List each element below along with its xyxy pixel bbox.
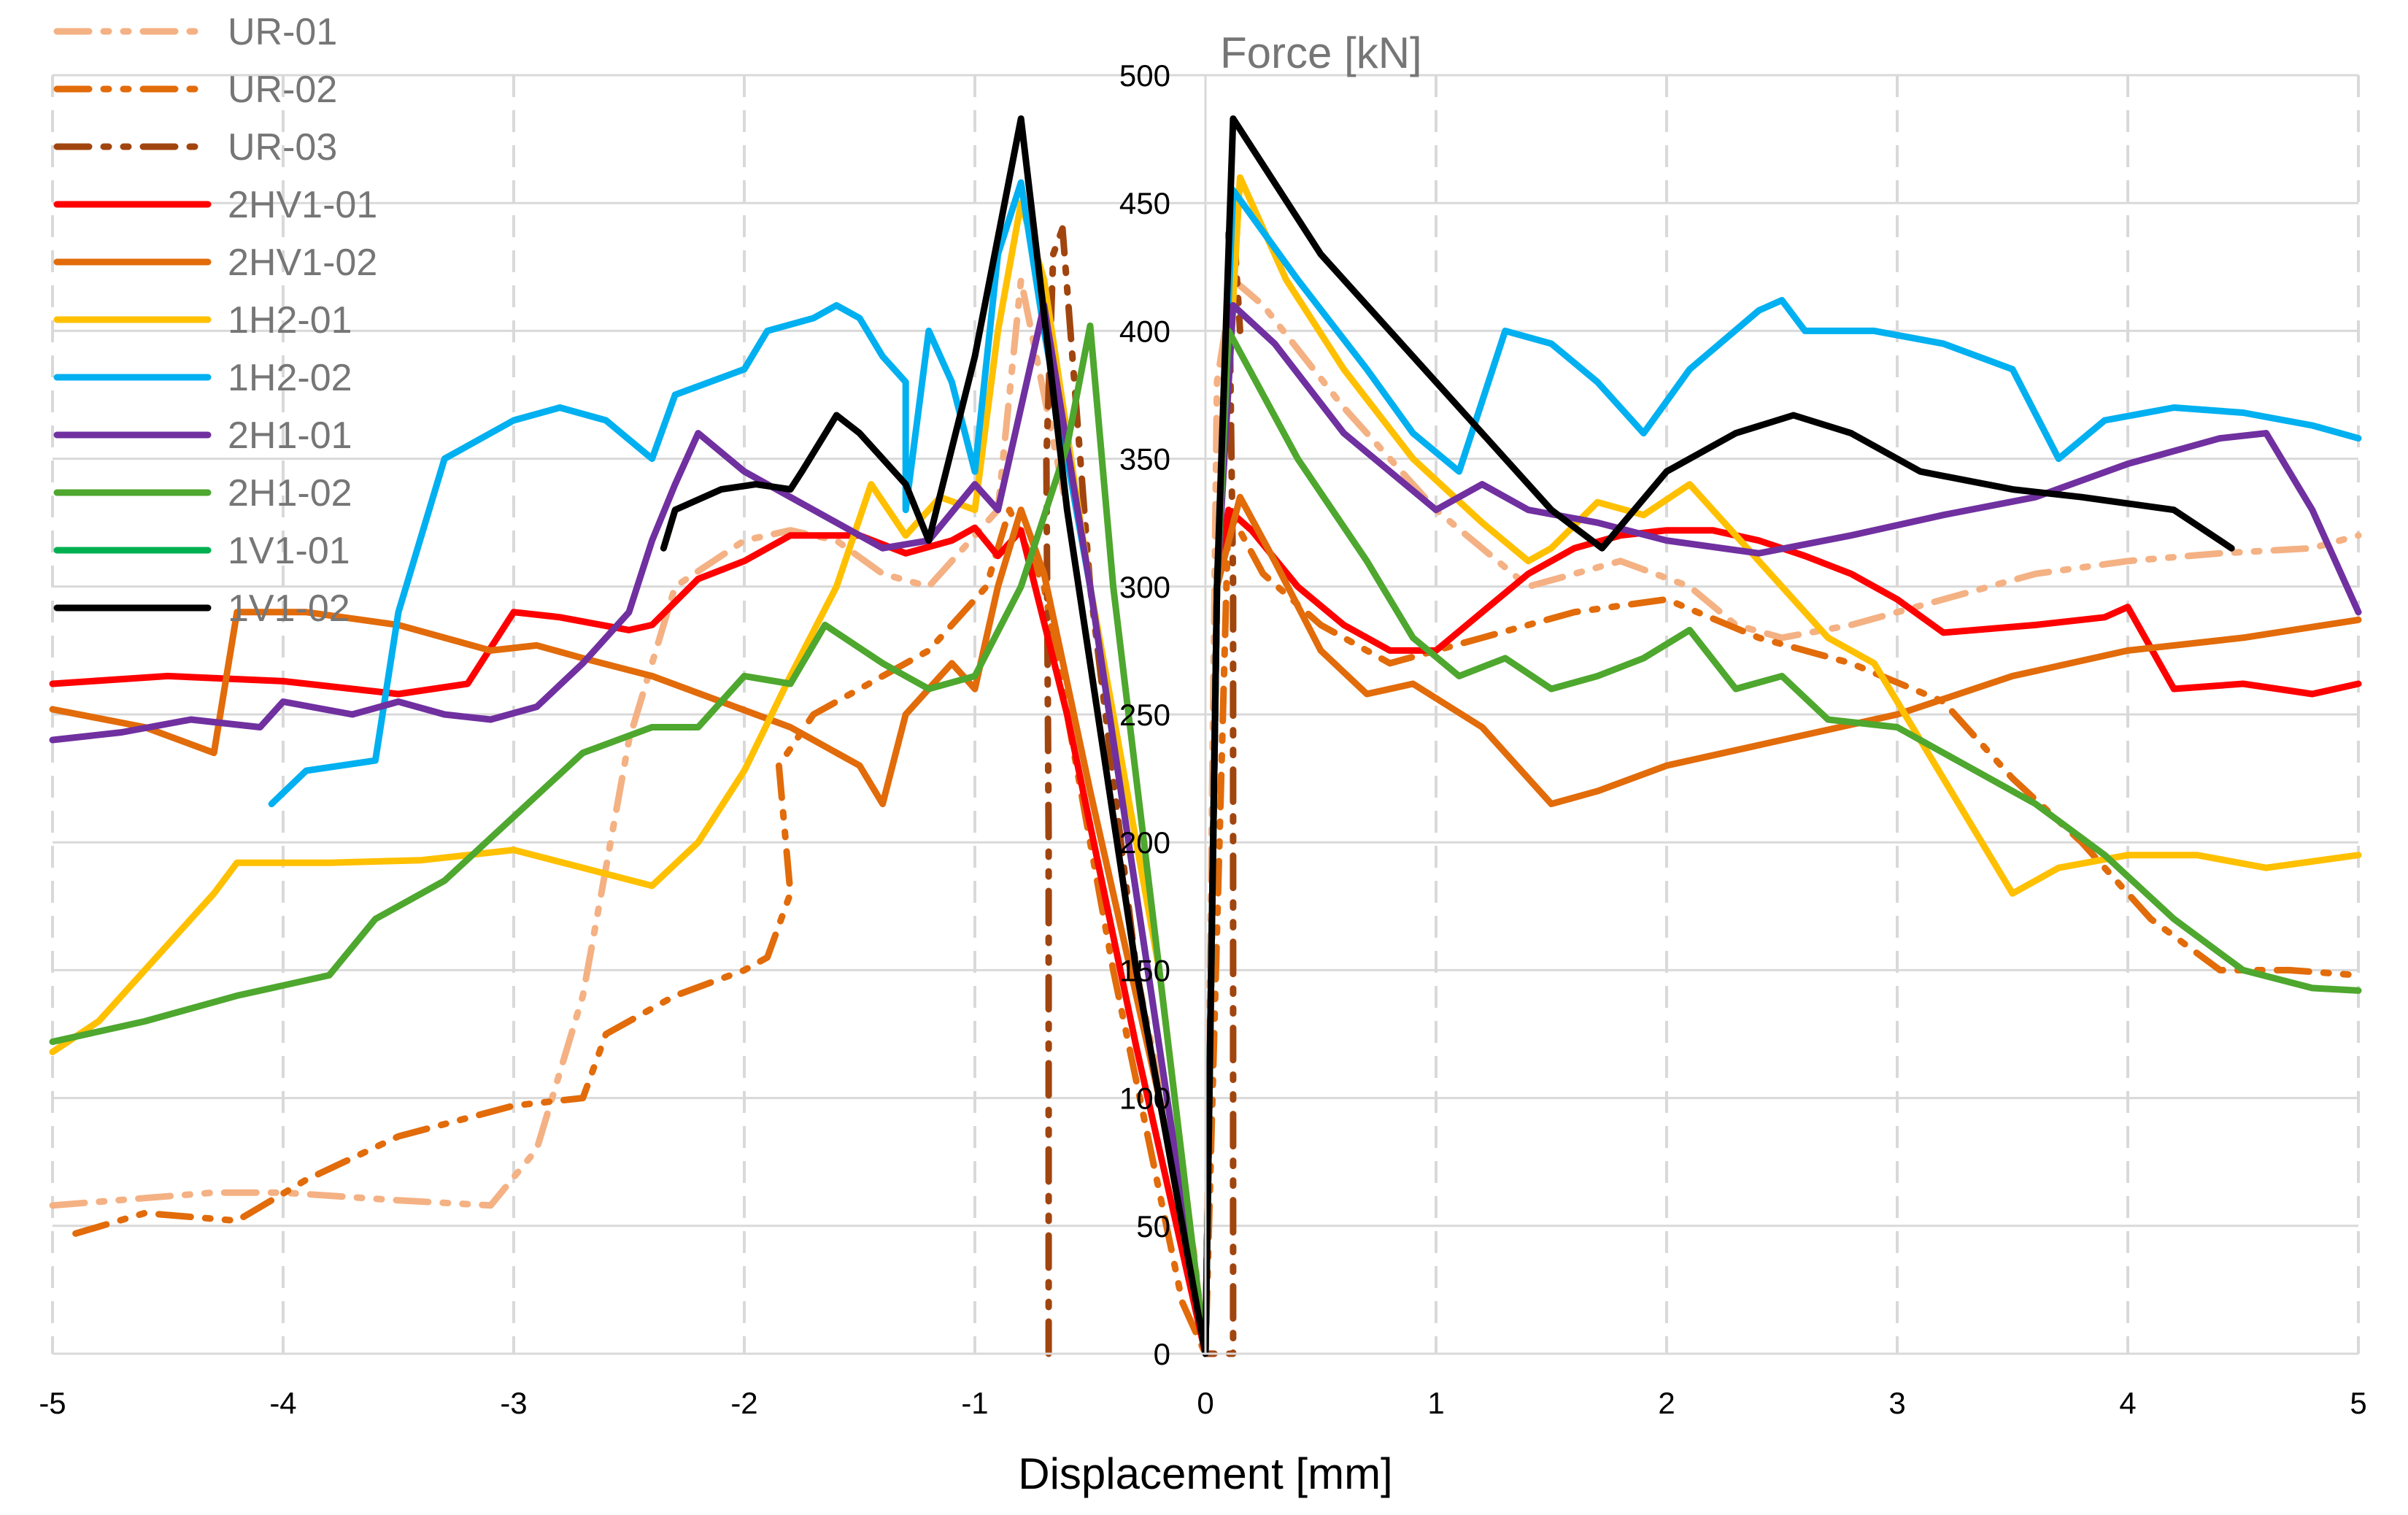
y-tick-label: 0	[1154, 1337, 1170, 1371]
series-lines	[49, 115, 2362, 1357]
y-tick-label: 450	[1119, 186, 1170, 220]
tick-labels: -5 -4 -3 -2 -1 0 1 2 3 4 5050100150200250300350400…	[39, 58, 2366, 1420]
axes	[53, 75, 2358, 1355]
legend-label: UR-02	[228, 69, 337, 111]
x-tick-label: 0	[1197, 1386, 1213, 1420]
x-tick-label: -2	[730, 1386, 757, 1420]
y-tick-label: 500	[1119, 58, 1170, 93]
x-axis-title: Displacement [mm]	[1018, 1449, 1392, 1498]
x-tick-label: 1	[1427, 1386, 1444, 1420]
legend-label: 2HV1-01	[228, 184, 377, 226]
legend-label: 1V1-01	[228, 530, 350, 572]
y-axis-title: Force [kN]	[1220, 28, 1422, 77]
y-tick-label: 250	[1119, 698, 1170, 732]
x-tick-label: 5	[2350, 1386, 2366, 1420]
y-tick-label: 100	[1119, 1082, 1170, 1116]
x-tick-label: -4	[269, 1386, 296, 1420]
series-line-2h1-01	[49, 301, 2362, 1357]
x-tick-label: -3	[500, 1386, 527, 1420]
y-tick-label: 200	[1119, 825, 1170, 860]
y-tick-label: 350	[1119, 442, 1170, 477]
legend-label: 1H2-01	[228, 299, 352, 342]
legend-label: 2H1-01	[228, 415, 352, 457]
x-tick-label: 2	[1658, 1386, 1675, 1420]
y-tick-label: 400	[1119, 314, 1170, 348]
legend-label: UR-03	[228, 126, 337, 169]
legend-label: 1V1-02	[228, 587, 350, 630]
x-tick-label: -5	[39, 1386, 66, 1420]
legend-label: UR-01	[228, 11, 337, 53]
legend-label: 2H1-02	[228, 472, 352, 514]
y-tick-label: 50	[1136, 1209, 1170, 1244]
x-tick-label: -1	[961, 1386, 988, 1420]
series-line-2hv1-02	[49, 493, 2362, 1357]
legend-label: 1H2-02	[228, 357, 352, 399]
y-tick-label: 150	[1119, 953, 1170, 987]
y-tick-label: 300	[1119, 570, 1170, 604]
series-line-2hv1-01	[49, 506, 2362, 1357]
series-line-1v1-02	[660, 115, 2235, 1357]
x-tick-label: 4	[2119, 1386, 2136, 1420]
x-tick-label: 3	[1888, 1386, 1905, 1420]
legend: UR-01 UR-02 UR-03 2HV1-01 2HV1-02 1H2-01 1H2-0…	[53, 11, 377, 630]
legend-label: 2HV1-02	[228, 242, 377, 284]
